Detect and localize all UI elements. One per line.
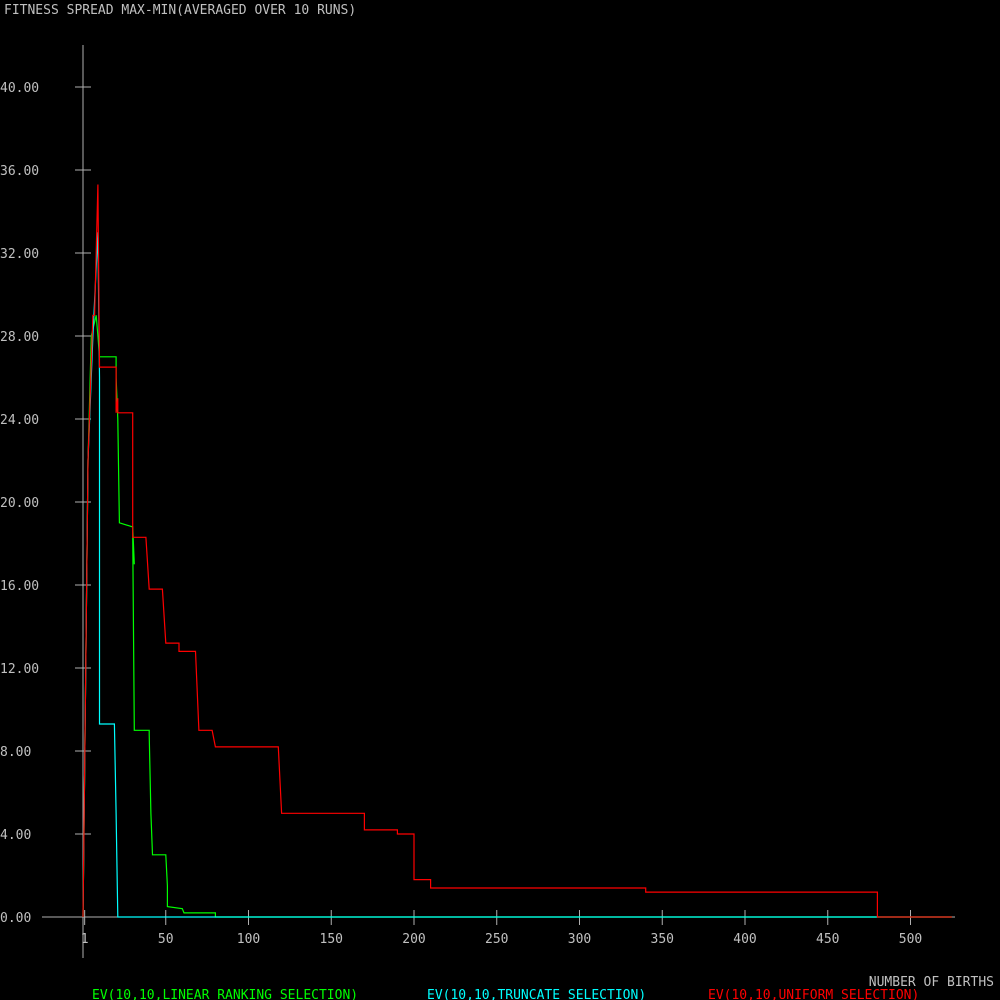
legend-entry-3: EV(10,10,UNIFORM SELECTION) (708, 988, 919, 1000)
x-tick-label: 200 (402, 932, 425, 947)
legend-entry-2: EV(10,10,TRUNCATE SELECTION) (427, 988, 646, 1000)
y-tick-label: 32.00 (0, 247, 39, 262)
series-lines (82, 184, 952, 918)
x-axis-label: NUMBER OF BIRTHS (869, 975, 994, 990)
y-tick-label: 20.00 (0, 496, 39, 511)
x-tick-label: 50 (158, 932, 174, 947)
x-tick-label: 150 (320, 932, 343, 947)
x-tick-labels: 1 50 100 150 200 250 300 350 400 450 500 (81, 932, 923, 947)
chart-title: FITNESS SPREAD MAX-MIN(AVERAGED OVER 10 … (4, 3, 356, 18)
y-tick-label: 40.00 (0, 81, 39, 96)
x-tick-label: 300 (568, 932, 591, 947)
y-tick-label: 24.00 (0, 413, 39, 428)
y-tick-label: 8.00 (0, 745, 31, 760)
axes (42, 45, 955, 958)
y-tick-label: 16.00 (0, 579, 39, 594)
x-tick-label: 400 (733, 932, 756, 947)
x-tick-label: 1 (81, 932, 89, 947)
x-tick-label: 450 (816, 932, 839, 947)
series-line-3 (82, 184, 952, 918)
legend: EV(10,10,LINEAR RANKING SELECTION) EV(10,… (92, 988, 919, 1000)
series-line-2 (82, 232, 952, 918)
x-tick-label: 500 (899, 932, 922, 947)
x-tick-label: 100 (237, 932, 260, 947)
y-tick-label: 36.00 (0, 164, 39, 179)
y-tick-label: 28.00 (0, 330, 39, 345)
series-line-1 (82, 315, 952, 918)
legend-entry-1: EV(10,10,LINEAR RANKING SELECTION) (92, 988, 358, 1000)
x-tick-label: 250 (485, 932, 508, 947)
y-tick-labels: 0.00 4.00 8.00 12.00 16.00 20.00 24.00 28.00 32.… (0, 81, 39, 926)
x-tick-label: 350 (651, 932, 674, 947)
y-tick-label: 0.00 (0, 911, 31, 926)
y-tick-label: 4.00 (0, 828, 31, 843)
y-tick-label: 12.00 (0, 662, 39, 677)
